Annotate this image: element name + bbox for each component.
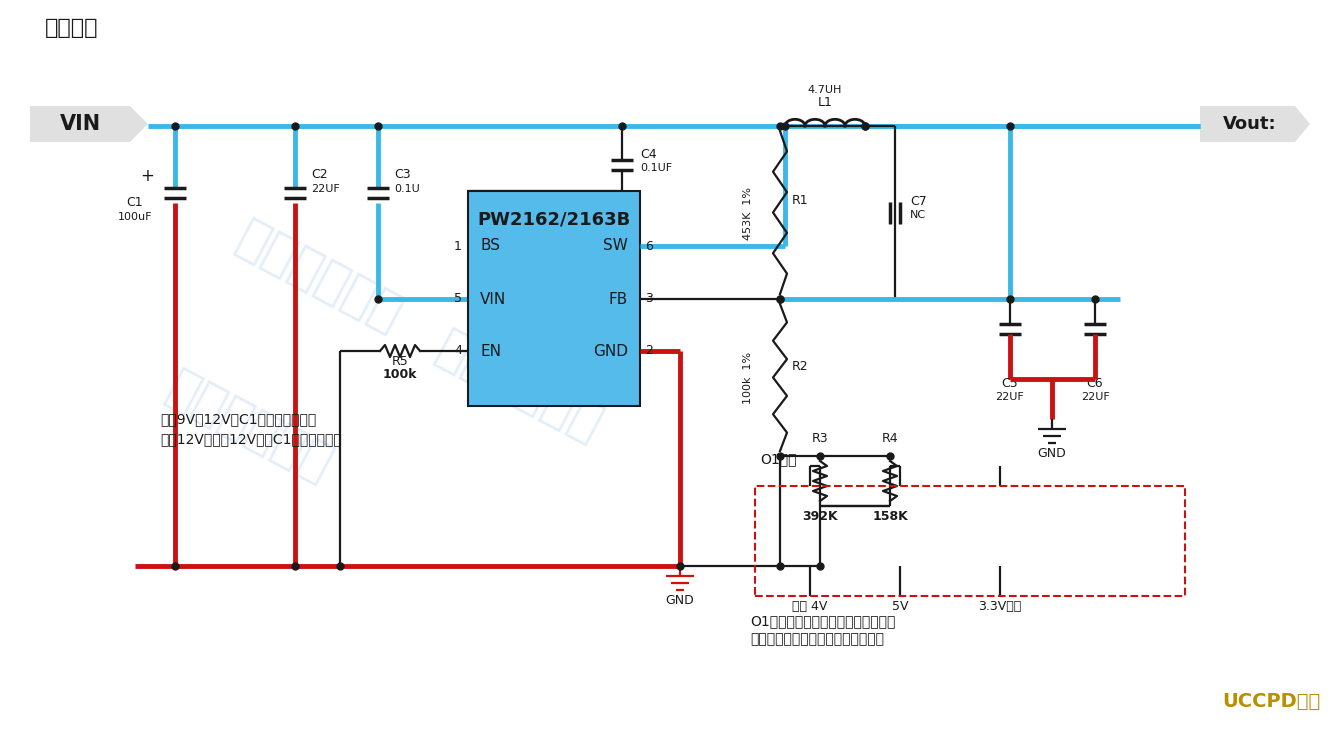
Text: 0.1U: 0.1U <box>394 184 419 194</box>
Text: 453K  1%: 453K 1% <box>743 186 753 239</box>
Text: C2: C2 <box>310 168 328 181</box>
Text: NC: NC <box>910 210 926 220</box>
Text: 3.3V默认: 3.3V默认 <box>978 600 1021 613</box>
Text: 输出 4V: 输出 4V <box>793 600 828 613</box>
Text: 原理：电阻并联，阻值改变用于测试: 原理：电阻并联，阻值改变用于测试 <box>750 632 884 646</box>
Text: BS: BS <box>480 238 500 253</box>
Text: 22UF: 22UF <box>310 184 340 194</box>
Text: 158K: 158K <box>872 510 909 523</box>
Text: 输入12V最佳和12V以上C1得是电解电容: 输入12V最佳和12V以上C1得是电解电容 <box>160 432 341 446</box>
Text: C1: C1 <box>126 196 144 209</box>
Text: C5: C5 <box>1001 377 1019 390</box>
Bar <box>468 191 640 406</box>
Polygon shape <box>30 106 148 142</box>
Text: 4.7UH: 4.7UH <box>808 85 843 95</box>
Text: O1开关: O1开关 <box>759 452 797 466</box>
Text: 100uF: 100uF <box>118 212 152 222</box>
Text: VIN: VIN <box>59 114 101 134</box>
Text: EN: EN <box>480 344 501 358</box>
Text: GND: GND <box>593 344 628 358</box>
Text: 5: 5 <box>454 292 462 305</box>
Text: 22UF: 22UF <box>1081 392 1109 402</box>
Text: UCCPD论坛: UCCPD论坛 <box>1222 692 1320 711</box>
Text: PW2162/2163B: PW2162/2163B <box>477 210 630 228</box>
Text: R4: R4 <box>882 432 898 445</box>
Text: 斗芯技术论坛: 斗芯技术论坛 <box>429 322 610 450</box>
Text: R3: R3 <box>812 432 828 445</box>
Text: L1: L1 <box>817 96 832 109</box>
Bar <box>755 486 1185 596</box>
Text: 100k  1%: 100k 1% <box>743 352 753 404</box>
Text: 2: 2 <box>645 344 653 358</box>
Text: +: + <box>140 167 155 185</box>
Text: FB: FB <box>609 291 628 306</box>
Text: 100k: 100k <box>383 368 417 381</box>
Text: SW: SW <box>603 238 628 253</box>
Polygon shape <box>1200 106 1310 142</box>
Text: C6: C6 <box>1087 377 1103 390</box>
Text: 斗芯技术论坛: 斗芯技术论坛 <box>230 213 411 339</box>
Text: 4: 4 <box>454 344 462 358</box>
Text: C4: C4 <box>640 148 657 161</box>
Text: R5: R5 <box>391 355 409 368</box>
Text: C3: C3 <box>394 168 411 181</box>
Text: 1: 1 <box>454 239 462 252</box>
Text: 392K: 392K <box>802 510 837 523</box>
Text: GND: GND <box>665 594 695 607</box>
Text: 0.1UF: 0.1UF <box>640 163 672 173</box>
Text: R1: R1 <box>792 194 809 208</box>
Text: GND: GND <box>1038 447 1066 460</box>
Text: 6: 6 <box>645 239 653 252</box>
Text: 3: 3 <box>645 292 653 305</box>
Text: R2: R2 <box>792 359 809 372</box>
Text: 输入9V，12V，C1可换成陶瓷电容: 输入9V，12V，C1可换成陶瓷电容 <box>160 412 316 426</box>
Text: 22UF: 22UF <box>996 392 1024 402</box>
Text: 附原理图: 附原理图 <box>44 18 98 38</box>
Text: VIN: VIN <box>480 291 507 306</box>
Text: 斗芯技术论坛: 斗芯技术论坛 <box>160 363 341 489</box>
Text: O1开关连接，将改成恒压的输出电压: O1开关连接，将改成恒压的输出电压 <box>750 614 895 628</box>
Text: 5V: 5V <box>892 600 909 613</box>
Text: C7: C7 <box>910 195 927 208</box>
Text: Vout:: Vout: <box>1223 115 1277 133</box>
